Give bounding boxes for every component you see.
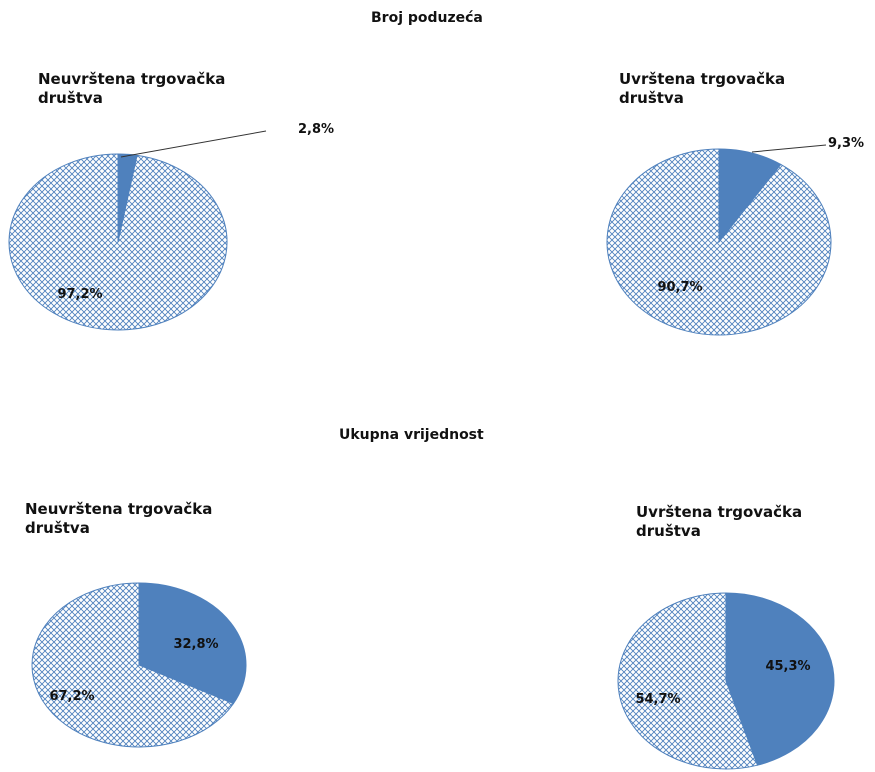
chart-title-line2: društva	[636, 522, 701, 540]
chart-title-unlisted-value: Neuvrštena trgovačka društva	[25, 500, 212, 538]
data-label: 9,3%	[828, 136, 864, 151]
chart-title-line2: društva	[25, 519, 90, 537]
section-title-count: Broj poduzeća	[371, 10, 483, 26]
chart-title-unlisted-count: Neuvrštena trgovačka društva	[38, 70, 225, 108]
pie-slice-hatched	[617, 592, 759, 770]
chart-title-line1: Neuvrštena trgovačka	[25, 500, 213, 518]
pie-slice-hatched	[606, 148, 832, 336]
pie-listed-count: 9,3% 90,7%	[606, 136, 864, 336]
chart-title-line2: društva	[619, 89, 684, 107]
pie-slice-solid	[725, 592, 835, 766]
chart-title-line1: Uvrštena trgovačka	[636, 503, 803, 521]
pie-slice-hatched	[8, 153, 228, 331]
chart-title-listed-count: Uvrštena trgovačka društva	[619, 70, 785, 108]
data-label: 97,2%	[57, 287, 102, 302]
data-label: 2,8%	[298, 122, 334, 137]
data-label: 54,7%	[635, 692, 680, 707]
chart-title-line2: društva	[38, 89, 103, 107]
chart-title-line1: Neuvrštena trgovačka	[38, 70, 226, 88]
data-label: 45,3%	[765, 659, 810, 674]
data-label: 32,8%	[173, 637, 218, 652]
leader-line	[120, 130, 267, 158]
pie-slice-solid	[138, 582, 247, 705]
chart-title-line1: Uvrštena trgovačka	[619, 70, 786, 88]
data-label: 90,7%	[657, 280, 702, 295]
pie-unlisted-count: 2,8% 97,2%	[8, 122, 334, 331]
chart-title-listed-value: Uvrštena trgovačka društva	[636, 503, 802, 541]
data-label: 67,2%	[49, 689, 94, 704]
pie-unlisted-value: 32,8% 67,2%	[31, 582, 247, 748]
section-title-value: Ukupna vrijednost	[339, 427, 484, 443]
pie-slice-hatched	[31, 582, 235, 748]
pie-listed-value: 45,3% 54,7%	[617, 592, 835, 770]
leader-line	[751, 144, 827, 153]
